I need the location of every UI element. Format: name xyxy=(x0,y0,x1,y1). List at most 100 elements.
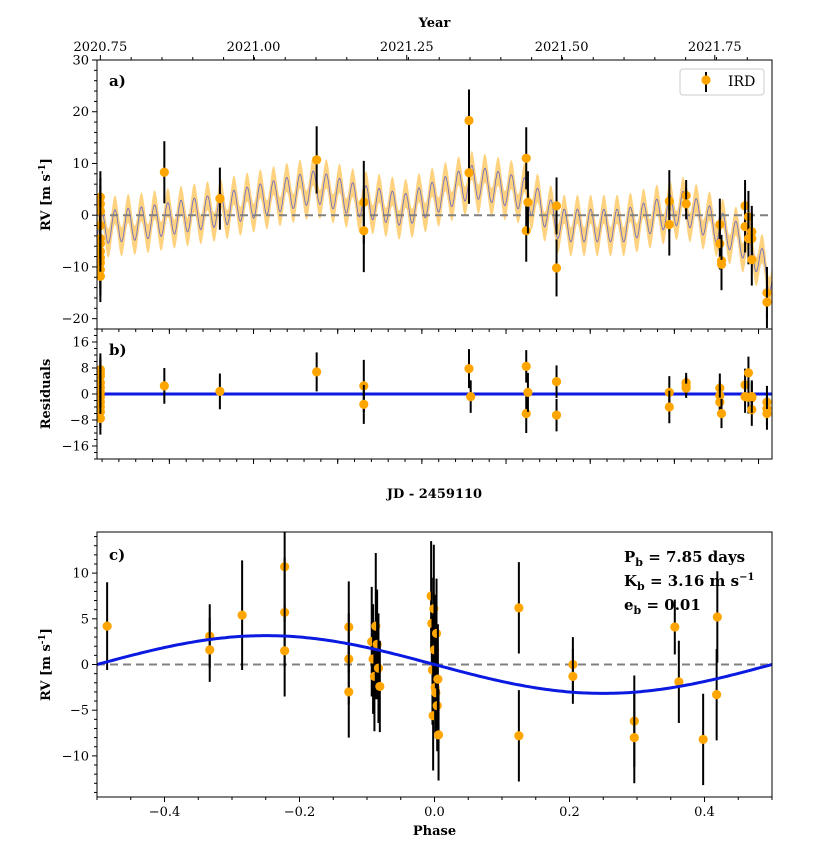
y-tick-label: −20 xyxy=(62,312,89,327)
rv-point xyxy=(551,263,562,273)
y-axis-label-text: RV [m s xyxy=(39,644,54,701)
y-axis-label: RV [m s-1] xyxy=(38,628,54,701)
rv-point xyxy=(159,167,169,177)
annotation-symbol: P xyxy=(624,548,635,566)
rv-point xyxy=(464,115,474,126)
phase-point xyxy=(698,734,708,745)
y-tick-label: 0 xyxy=(81,209,89,224)
residual-point xyxy=(215,386,225,396)
rv-point xyxy=(521,226,531,236)
residual-point xyxy=(312,367,322,377)
panel-a-plot-area xyxy=(97,89,772,328)
rv-point xyxy=(464,168,474,178)
residual-point xyxy=(762,408,772,419)
rv-point xyxy=(716,259,727,269)
y-axis-label: Residuals xyxy=(39,359,54,430)
rv-point xyxy=(359,226,369,236)
phase-point xyxy=(344,687,354,697)
annotation-value: = 3.16 m s xyxy=(645,572,739,590)
rv-point xyxy=(312,155,322,165)
phase-point xyxy=(674,677,684,687)
residual-point xyxy=(521,408,531,419)
y-tick-label: 30 xyxy=(72,54,89,69)
y-tick-label: −5 xyxy=(70,704,89,719)
rv-point xyxy=(664,219,674,230)
panel-c-plot-area xyxy=(97,532,772,786)
phase-point xyxy=(205,645,215,655)
residual-point xyxy=(159,381,169,391)
phase-point xyxy=(237,610,247,620)
residual-point xyxy=(359,399,369,409)
y-tick-label: 10 xyxy=(72,157,89,172)
y-tick-label: 0 xyxy=(81,658,89,673)
phase-point xyxy=(375,681,385,692)
annotation-symbol: e xyxy=(624,596,634,614)
x-axis-label: JD - 2459110 xyxy=(386,487,482,502)
phase-point xyxy=(102,621,112,631)
annotation-superscript: −1 xyxy=(739,572,754,583)
y-tick-label: −8 xyxy=(70,414,89,429)
panel-b-residuals: −16 −8 0 8 16 JD - 2459110 Residuals b) xyxy=(39,328,773,502)
y-tick-label: 20 xyxy=(72,105,89,120)
panel-label-a: a) xyxy=(109,72,126,90)
residual-point xyxy=(551,410,562,420)
parameter-annotation: eb = 0.01 xyxy=(624,596,701,617)
top-tick-label: 2021.00 xyxy=(227,40,281,55)
top-tick-label: 2021.75 xyxy=(688,40,742,55)
y-tick-label: −10 xyxy=(62,260,89,275)
phase-point xyxy=(712,612,722,622)
rv-point xyxy=(747,255,757,265)
phase-point xyxy=(433,730,444,740)
phase-point xyxy=(433,674,443,684)
annotation-value: = 0.01 xyxy=(641,596,701,614)
legend-label: IRD xyxy=(728,74,755,90)
annotation-subscript: b xyxy=(637,580,645,593)
phase-point xyxy=(514,603,524,613)
legend: IRD xyxy=(679,68,765,96)
rv-point xyxy=(681,199,691,209)
top-tick-label: 2020.75 xyxy=(73,40,127,55)
x-tick-label: 0.2 xyxy=(559,805,580,820)
y-axis-label-sup: -1 xyxy=(38,164,48,174)
phase-point xyxy=(514,731,524,741)
parameter-annotation: Kb = 3.16 m s−1 xyxy=(624,572,754,593)
residual-point xyxy=(681,383,691,393)
phase-point xyxy=(280,646,290,656)
y-tick-label: 8 xyxy=(81,362,89,377)
residual-point xyxy=(521,361,531,371)
phase-point xyxy=(568,671,578,681)
phase-point xyxy=(670,622,680,632)
parameter-annotation: Pb = 7.85 days xyxy=(624,548,745,569)
phase-point xyxy=(629,733,639,743)
residual-point xyxy=(747,392,757,402)
rv-point xyxy=(215,194,225,204)
keplerian-fit-curve xyxy=(97,634,772,695)
rv-point xyxy=(523,197,533,207)
residual-point xyxy=(97,413,105,423)
y-axis-label-end: ] xyxy=(39,158,54,164)
residual-point xyxy=(466,392,476,402)
top-axis-label: Year xyxy=(418,16,451,31)
rv-point xyxy=(762,297,772,307)
model-line xyxy=(97,165,772,293)
phase-point xyxy=(373,663,384,673)
y-tick-label: 5 xyxy=(81,612,89,627)
model-uncertainty-band xyxy=(97,151,772,307)
y-axis-label-end: ] xyxy=(39,628,54,634)
x-tick-label: 0.0 xyxy=(424,805,445,820)
phase-point xyxy=(431,628,442,639)
rv-point xyxy=(740,221,750,232)
panel-c-phase-folded: −10 −5 0 5 10 −0.4 −0.2 0.0 0.2 0.4 Phase RV [m s-1… xyxy=(38,531,773,839)
y-tick-label: 0 xyxy=(81,388,89,403)
x-axis-label: Phase xyxy=(413,824,456,839)
residual-point xyxy=(716,408,727,419)
top-tick-label: 2021.50 xyxy=(535,40,589,55)
rv-point xyxy=(551,201,562,211)
rv-point xyxy=(715,239,725,249)
y-axis-label-text: RV [m s xyxy=(39,174,54,231)
annotation-symbol: K xyxy=(624,572,638,590)
residual-point xyxy=(464,364,474,374)
rv-point xyxy=(521,153,531,163)
